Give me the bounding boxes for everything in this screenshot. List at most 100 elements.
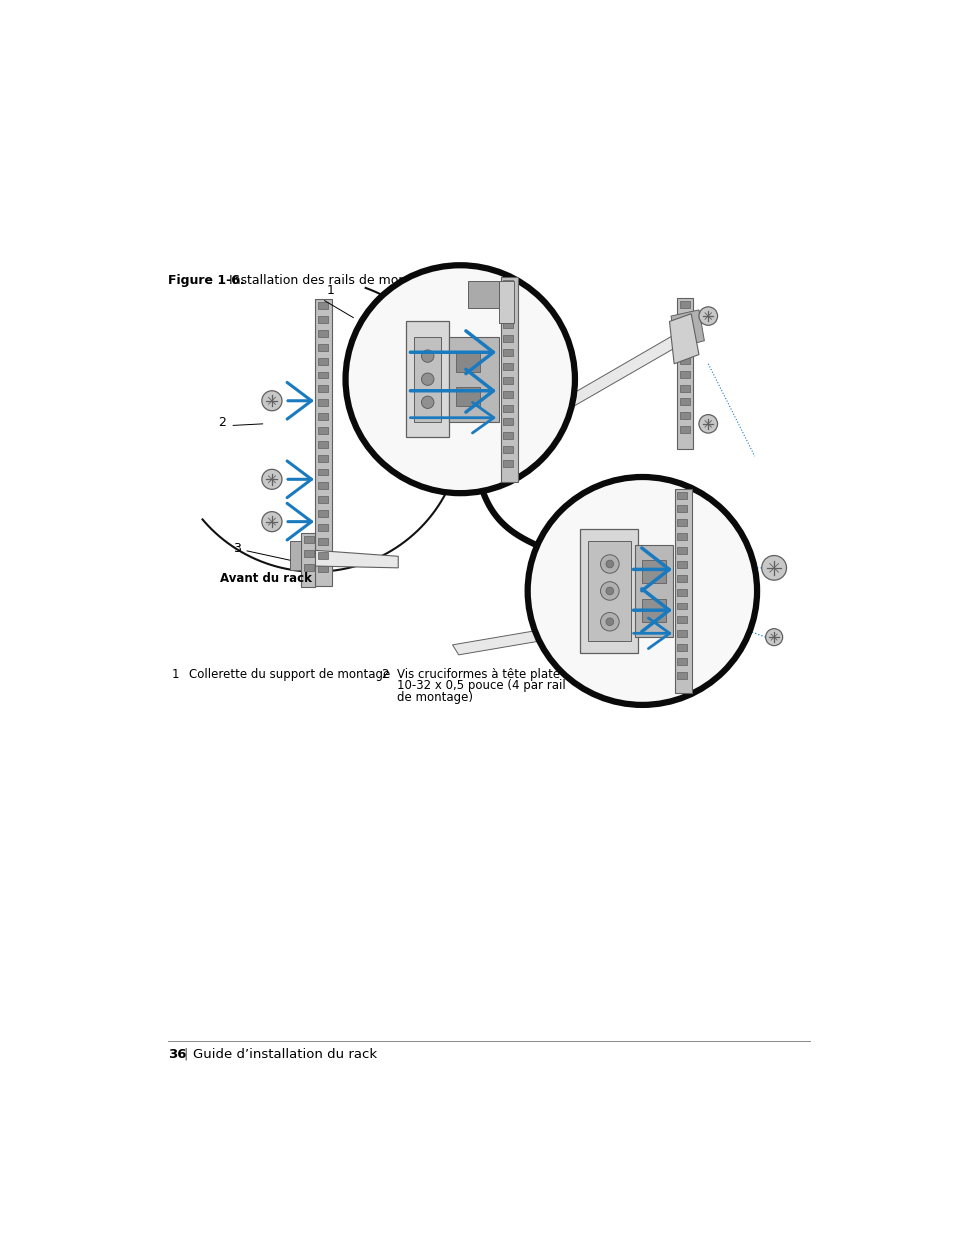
Text: 2: 2 [218, 416, 226, 429]
Text: 1: 1 [172, 668, 179, 680]
Bar [317, 454, 328, 462]
Text: 1: 1 [327, 284, 335, 296]
Bar [677, 520, 686, 526]
Circle shape [599, 613, 618, 631]
Bar [317, 566, 328, 573]
Text: 2: 2 [381, 668, 388, 680]
Bar [502, 461, 513, 467]
Bar [502, 321, 513, 329]
Bar [679, 412, 689, 419]
Bar [677, 589, 686, 595]
Bar [679, 343, 689, 350]
Bar [634, 545, 673, 637]
Bar [317, 303, 328, 309]
Polygon shape [537, 333, 682, 424]
Text: Installation des rails de montage VersaRails: Installation des rails de montage VersaR… [216, 274, 502, 287]
Bar [317, 385, 328, 393]
Text: Figure 1-6.: Figure 1-6. [168, 274, 244, 287]
Bar [317, 358, 328, 364]
Bar [303, 536, 314, 543]
Bar [502, 390, 513, 398]
Bar [317, 483, 328, 489]
Bar [677, 299, 692, 448]
Bar [468, 280, 498, 308]
Text: Rails de montage (2): Rails de montage (2) [582, 668, 705, 680]
Text: 3: 3 [233, 542, 241, 555]
Bar [456, 352, 479, 372]
Bar [677, 672, 686, 679]
Bar [500, 277, 517, 482]
Circle shape [760, 556, 785, 580]
Text: 3: 3 [567, 668, 574, 680]
Bar [303, 550, 314, 557]
Text: 10-32 x 0,5 pouce (4 par rail: 10-32 x 0,5 pouce (4 par rail [396, 679, 565, 693]
Circle shape [599, 555, 618, 573]
Bar [677, 505, 686, 513]
Bar [317, 343, 328, 351]
Bar [641, 599, 665, 621]
Text: 36: 36 [168, 1047, 187, 1061]
Bar [502, 280, 513, 287]
Bar [679, 370, 689, 378]
Circle shape [421, 396, 434, 409]
Bar [317, 441, 328, 448]
Bar [317, 524, 328, 531]
Text: Collerette du support de montage: Collerette du support de montage [189, 668, 390, 680]
Bar [677, 492, 686, 499]
Circle shape [261, 511, 282, 531]
Circle shape [527, 477, 757, 705]
Bar [317, 468, 328, 475]
Bar [502, 432, 513, 440]
Text: Vis cruciformes à tête plate: Vis cruciformes à tête plate [396, 668, 559, 680]
Circle shape [765, 629, 781, 646]
Circle shape [605, 618, 613, 626]
Circle shape [345, 266, 575, 493]
Bar [641, 561, 665, 583]
Text: de montage): de montage) [396, 692, 472, 704]
Polygon shape [291, 548, 397, 568]
Bar [502, 377, 513, 384]
Circle shape [599, 582, 618, 600]
Bar [317, 412, 328, 420]
Bar [301, 534, 315, 587]
Bar [679, 330, 689, 336]
Bar [448, 337, 498, 421]
Bar [677, 658, 686, 664]
Circle shape [605, 587, 613, 595]
Circle shape [699, 306, 717, 325]
Bar [677, 616, 686, 624]
Polygon shape [452, 621, 594, 655]
Text: Guide d’installation du rack: Guide d’installation du rack [193, 1047, 376, 1061]
Circle shape [261, 390, 282, 411]
Bar [502, 405, 513, 411]
Bar [679, 399, 689, 405]
Bar [502, 363, 513, 370]
Bar [317, 399, 328, 406]
Circle shape [421, 373, 434, 385]
Circle shape [421, 350, 434, 362]
Bar [406, 321, 448, 437]
Circle shape [699, 415, 717, 433]
Circle shape [261, 469, 282, 489]
Bar [317, 372, 328, 378]
Bar [677, 645, 686, 651]
Bar [677, 561, 686, 568]
Bar [502, 308, 513, 315]
Circle shape [605, 561, 613, 568]
Bar [679, 301, 689, 309]
Bar [456, 387, 479, 406]
Bar [317, 537, 328, 545]
Bar [317, 552, 328, 558]
Bar [677, 574, 686, 582]
Bar [674, 489, 691, 693]
Bar [677, 547, 686, 555]
Bar [317, 510, 328, 517]
Bar [677, 630, 686, 637]
Bar [317, 427, 328, 433]
Bar [315, 299, 332, 585]
Bar [317, 496, 328, 503]
Bar [502, 419, 513, 425]
Bar [679, 426, 689, 433]
Polygon shape [670, 310, 703, 348]
Bar [502, 350, 513, 356]
